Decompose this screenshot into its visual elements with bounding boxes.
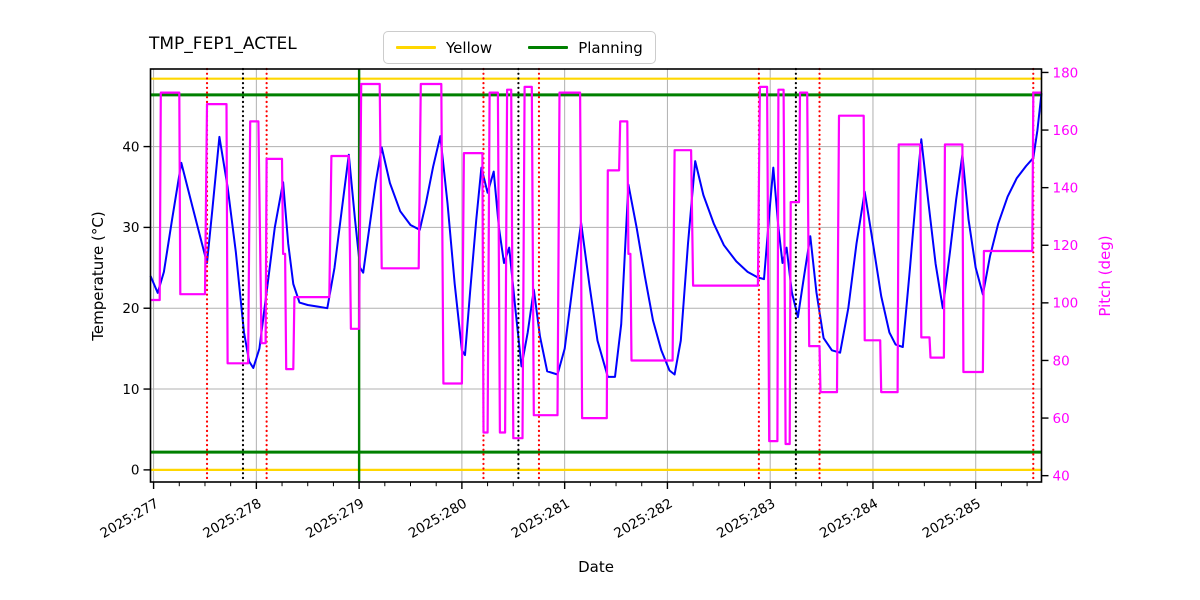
y-tick-label-right: 120 xyxy=(1053,238,1079,254)
legend: Yellow Planning xyxy=(383,31,656,64)
planning-line-swatch xyxy=(528,46,569,49)
x-tick-label: 2025:279 xyxy=(303,496,367,542)
x-tick-label: 2025:278 xyxy=(200,496,264,542)
x-tick-label: 2025:285 xyxy=(920,496,984,542)
y-tick-label-right: 180 xyxy=(1053,65,1079,81)
y-tick-label-left: 0 xyxy=(131,463,140,479)
y-tick-label-right: 80 xyxy=(1053,353,1070,369)
x-tick-label: 2025:281 xyxy=(509,496,573,542)
x-tick-label: 2025:280 xyxy=(406,496,470,542)
y-tick-label-right: 160 xyxy=(1053,123,1079,139)
y-axis-label-right: Pitch (deg) xyxy=(1096,235,1114,317)
y-axis-label-left: Temperature (°C) xyxy=(89,211,107,341)
legend-item-planning: Planning xyxy=(528,39,643,57)
y-tick-label-left: 20 xyxy=(122,301,139,317)
y-tick-label-left: 10 xyxy=(122,382,139,398)
x-axis-label: Date xyxy=(578,558,614,576)
y-tick-label-left: 30 xyxy=(122,220,139,236)
temperature-line xyxy=(149,93,1043,378)
legend-yellow-label: Yellow xyxy=(446,38,493,57)
y-tick-label-right: 140 xyxy=(1053,180,1079,196)
y-tick-label-right: 40 xyxy=(1053,468,1070,484)
x-tick-label: 2025:282 xyxy=(611,496,675,542)
yellow-line-swatch xyxy=(396,46,436,49)
chart-title: TMP_FEP1_ACTEL xyxy=(149,34,297,54)
legend-item-yellow: Yellow xyxy=(396,39,492,57)
y-tick-label-left: 40 xyxy=(122,139,139,155)
y-tick-label-right: 60 xyxy=(1053,411,1070,427)
pitch-line xyxy=(150,82,1042,446)
x-tick-label: 2025:284 xyxy=(817,496,881,542)
axes-spines xyxy=(149,68,1043,483)
legend-planning-label: Planning xyxy=(578,38,643,57)
x-tick-label: 2025:283 xyxy=(714,496,778,542)
x-tick-label: 2025:277 xyxy=(98,496,162,542)
y-tick-label-right: 100 xyxy=(1053,296,1079,312)
